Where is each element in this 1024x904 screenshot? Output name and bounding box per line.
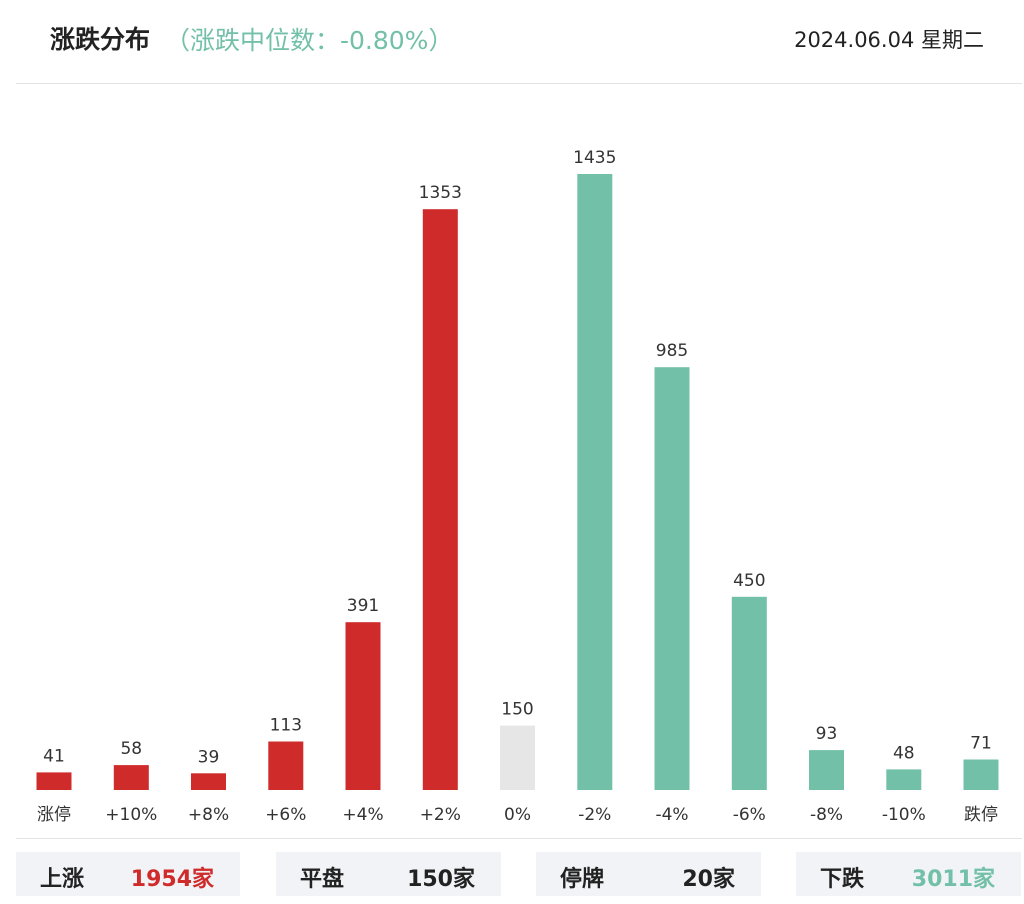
bar-value-label-1: 58 (120, 739, 142, 759)
bar-value-label-0: 41 (43, 746, 65, 766)
category-label-10: -8% (810, 805, 843, 825)
category-label-4: +4% (342, 805, 383, 825)
bar-value-label-4: 391 (347, 596, 379, 616)
category-label-1: +10% (105, 805, 157, 825)
distribution-bar-chart: 41 涨停 58 +10% 39 +8% 113 +6% 391 +4% 1353 +2% 150 0% 1… (36, 148, 999, 825)
category-label-0: 涨停 (37, 805, 71, 825)
summary-flat-card: 平盘 150家 (276, 852, 501, 896)
bar-value-label-10: 93 (816, 724, 838, 744)
bar-1 (113, 765, 149, 790)
summary-flat-value: 150家 (407, 867, 475, 892)
bar-4 (345, 622, 381, 790)
category-label-5: +2% (420, 805, 461, 825)
category-label-11: -10% (882, 805, 926, 825)
bar-11 (886, 769, 922, 790)
bar-value-label-7: 1435 (573, 148, 616, 168)
summary-down-value: 3011家 (911, 867, 995, 892)
bar-6 (500, 725, 535, 790)
bar-value-label-11: 48 (893, 743, 915, 763)
summary-down-card: 下跌 3011家 (796, 852, 1021, 896)
page-title: 涨跌分布 (50, 25, 151, 54)
bar-value-label-2: 39 (198, 747, 220, 767)
category-label-3: +6% (265, 805, 306, 825)
bar-0 (36, 772, 72, 790)
summary-up-label: 上涨 (40, 867, 85, 892)
summary-up-value: 1954家 (130, 867, 214, 892)
summary-flat-label: 平盘 (300, 867, 345, 892)
header-divider (16, 83, 1022, 84)
bar-10 (809, 750, 844, 790)
summary-up-card: 上涨 1954家 (16, 852, 240, 896)
bar-3 (268, 741, 304, 790)
bar-12 (963, 759, 999, 790)
category-label-8: -4% (655, 805, 688, 825)
median-change-subtitle: （涨跌中位数：-0.80%） (165, 26, 454, 55)
bar-value-label-9: 450 (733, 571, 765, 591)
trade-date: 2024.06.04 星期二 (794, 28, 984, 52)
summary-halt-value: 20家 (682, 867, 735, 892)
header: 涨跌分布 （涨跌中位数：-0.80%） 2024.06.04 星期二 (0, 0, 1024, 84)
bar-8 (654, 367, 690, 790)
category-label-7: -2% (578, 805, 611, 825)
category-label-9: -6% (733, 805, 766, 825)
category-label-2: +8% (188, 805, 229, 825)
bar-7 (577, 174, 613, 790)
bar-5 (422, 209, 458, 790)
summary-halt-card: 停牌 20家 (536, 852, 761, 896)
bar-9 (731, 596, 767, 790)
category-label-6: 0% (504, 805, 531, 825)
bars-layer: 41 涨停 58 +10% 39 +8% 113 +6% 391 +4% 1353 +2% 150 0% 1… (36, 148, 999, 825)
bar-value-label-6: 150 (501, 700, 533, 720)
summary-down-label: 下跌 (820, 867, 865, 892)
category-label-12: 跌停 (964, 805, 998, 825)
bar-value-label-3: 113 (270, 716, 302, 736)
bar-value-label-12: 71 (970, 734, 992, 754)
summary-halt-label: 停牌 (560, 867, 605, 892)
bar-value-label-8: 985 (656, 341, 688, 361)
bar-value-label-5: 1353 (419, 183, 462, 203)
bar-2 (191, 773, 226, 790)
chart-divider (16, 838, 1022, 839)
